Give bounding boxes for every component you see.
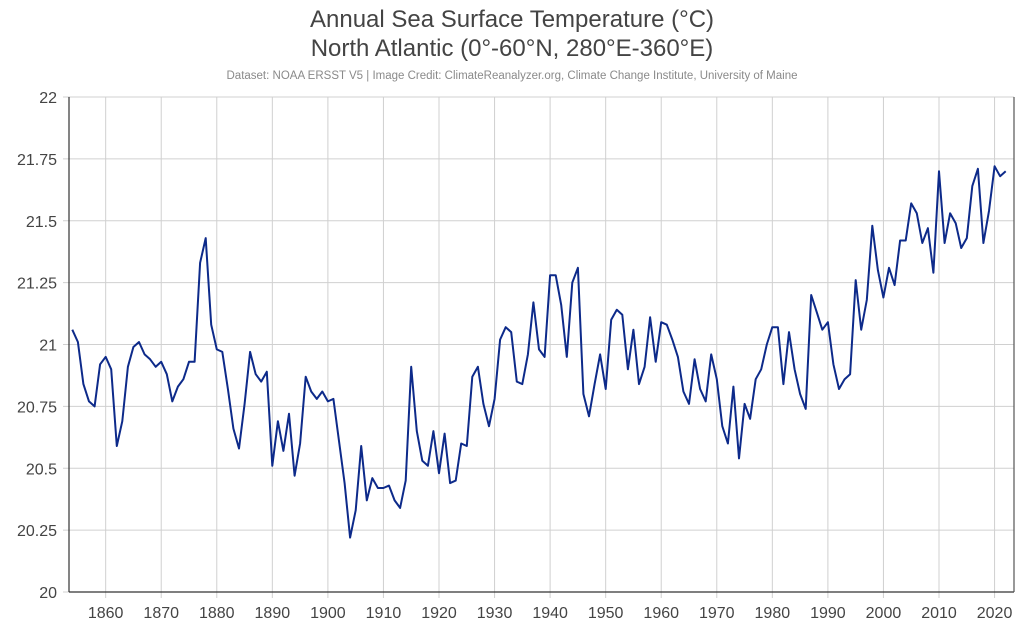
x-tick-label: 1870 <box>143 605 179 622</box>
y-axis: 20 20.25 20.5 20.75 21 21.25 21.5 21.75 22 <box>17 90 57 602</box>
y-tick-label: 20.75 <box>17 399 57 416</box>
series-layer <box>71 165 1007 539</box>
y-tick-label: 21.75 <box>17 152 57 169</box>
y-tick-label: 20 <box>39 585 57 602</box>
series-line <box>71 165 1007 539</box>
x-tick-label: 1890 <box>255 605 291 622</box>
x-tick-label: 1960 <box>643 605 679 622</box>
x-tick-label: 1910 <box>366 605 402 622</box>
x-tick-label: 1980 <box>755 605 791 622</box>
x-tick-label: 2020 <box>977 605 1013 622</box>
x-tick-label: 1900 <box>310 605 346 622</box>
y-tick-label: 20.25 <box>17 523 57 540</box>
x-tick-label: 1880 <box>199 605 235 622</box>
x-tick-label: 2000 <box>866 605 902 622</box>
x-tick-label: 2010 <box>921 605 957 622</box>
image-credit: Dataset: NOAA ERSST V5 | Image Credit: C… <box>226 70 798 82</box>
x-tick-label: 1930 <box>477 605 513 622</box>
chart-title: Annual Sea Surface Temperature (°C) <box>309 6 715 33</box>
y-tick-label: 21 <box>39 338 57 355</box>
x-tick-label: 1920 <box>421 605 457 622</box>
x-tick-label: 1970 <box>699 605 735 622</box>
y-tick-label: 20.5 <box>26 461 57 478</box>
x-tick-label: 1990 <box>810 605 846 622</box>
x-tick-label: 1860 <box>88 605 124 622</box>
x-tick-label: 1940 <box>532 605 568 622</box>
x-tick-label: 1950 <box>588 605 624 622</box>
plot-frame <box>68 97 1015 593</box>
x-axis: 1860 1870 1880 1890 1900 1910 1920 1930 1940 1950… <box>88 605 1013 622</box>
y-tick-label: 21.5 <box>26 214 57 231</box>
y-tick-label: 21.25 <box>17 276 57 293</box>
y-tick-label: 22 <box>39 90 57 107</box>
chart-subtitle: North Atlantic (0°-60°N, 280°E-360°E) <box>310 35 714 62</box>
